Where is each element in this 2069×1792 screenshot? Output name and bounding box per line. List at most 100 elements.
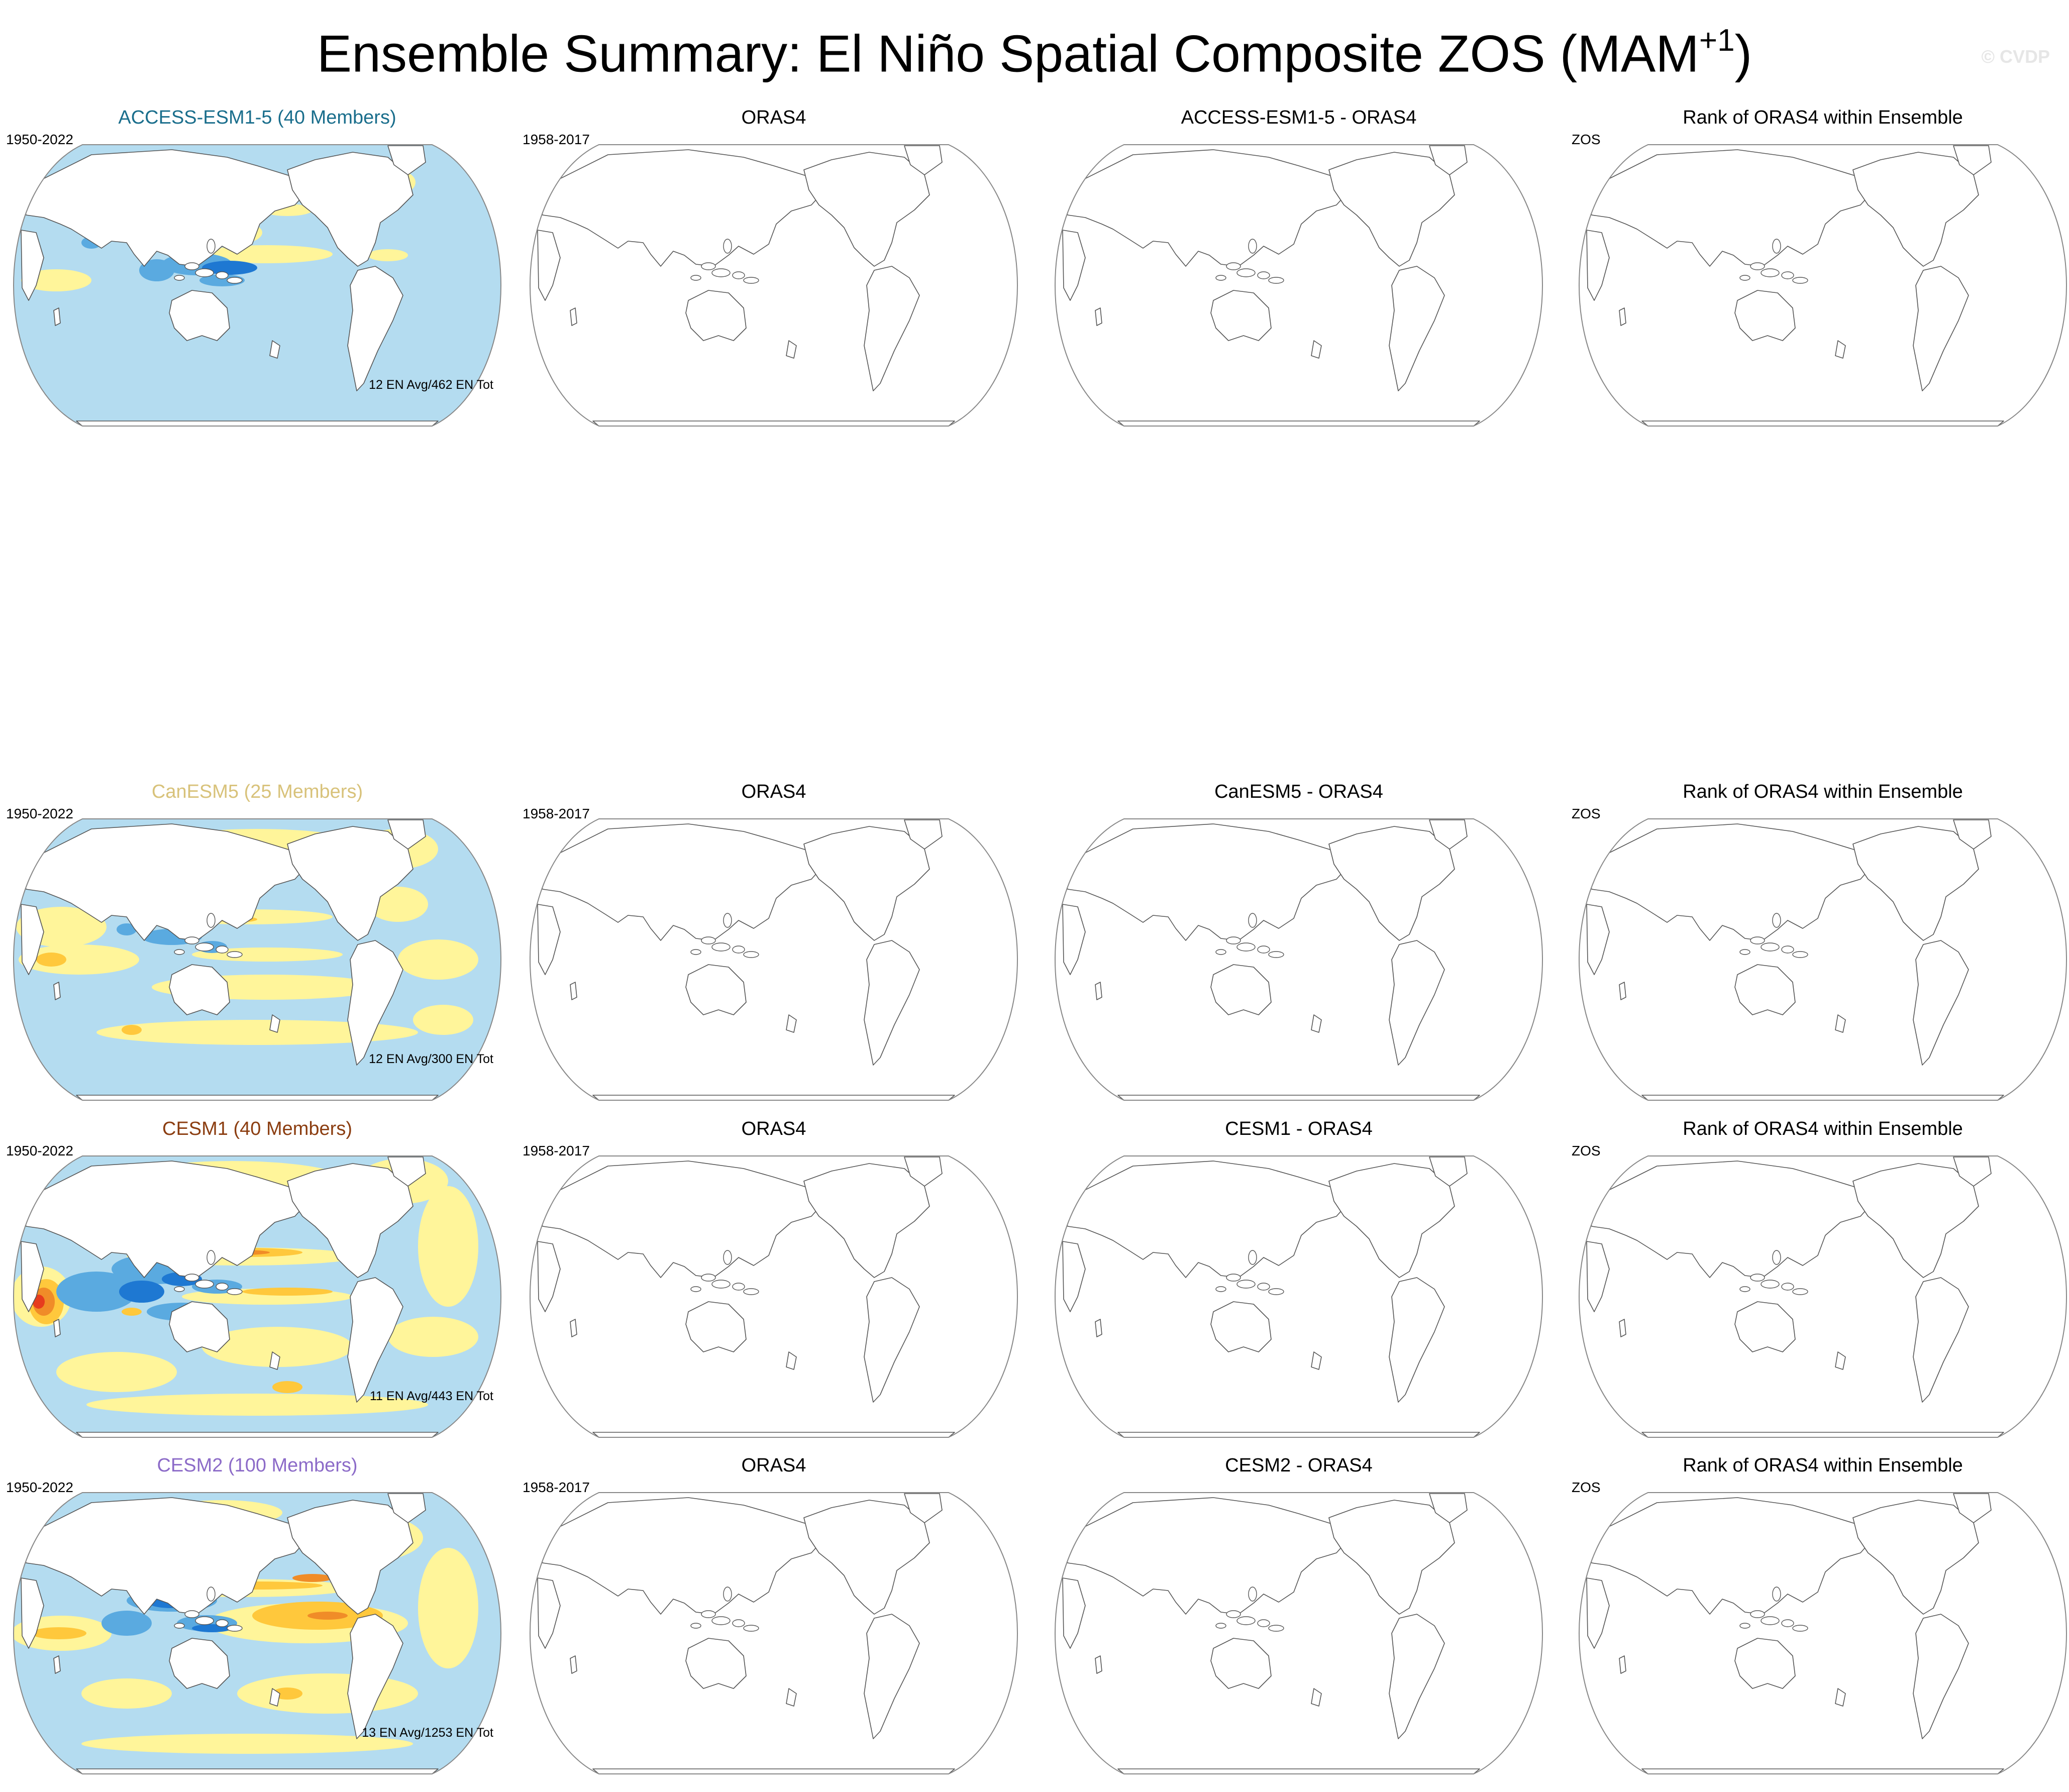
landmass-australia bbox=[1210, 1301, 1272, 1352]
island bbox=[174, 275, 185, 281]
landmass-africa bbox=[21, 1241, 44, 1312]
period-label: 1950-2022 bbox=[6, 1143, 73, 1158]
landmass-africa bbox=[1062, 230, 1086, 301]
robinson-map-model bbox=[13, 144, 502, 427]
landmass-greenland bbox=[1953, 819, 1992, 850]
landmass-madagascar bbox=[1095, 307, 1102, 326]
island bbox=[1248, 1250, 1257, 1265]
rank-panel-title: Rank of ORAS4 within Ensemble bbox=[1683, 781, 1963, 802]
landmass-greenland bbox=[904, 145, 943, 175]
anomaly-region-positive-yellow bbox=[96, 1020, 418, 1045]
rank-panel: Rank of ORAS4 within Ensemble ZOS bbox=[1572, 780, 2069, 1101]
map-border bbox=[529, 144, 1018, 427]
island bbox=[1257, 1283, 1270, 1291]
island bbox=[1236, 1280, 1256, 1289]
island bbox=[732, 271, 745, 279]
island bbox=[723, 913, 732, 928]
robinson-map-empty bbox=[1054, 1155, 1543, 1438]
variable-label: ZOS bbox=[1572, 1480, 1601, 1495]
landmass-antarctica bbox=[1641, 1768, 2004, 1774]
anomaly-region-positive-yellow bbox=[418, 1548, 478, 1668]
landmass-antarctica bbox=[1117, 420, 1480, 426]
landmass-north-america bbox=[1852, 152, 1979, 267]
landmass-australia bbox=[685, 1638, 747, 1689]
island bbox=[206, 1587, 216, 1602]
island bbox=[1792, 1288, 1808, 1295]
robinson-map-empty bbox=[529, 818, 1018, 1101]
landmass-africa bbox=[537, 904, 561, 975]
model-panel-title: ACCESS-ESM1-5 (40 Members) bbox=[118, 107, 396, 128]
landmass-north-america bbox=[1852, 1500, 1979, 1615]
landmass-greenland bbox=[1953, 1156, 1992, 1187]
landmass-new-zealand bbox=[1311, 1688, 1322, 1707]
landmass-antarctica bbox=[592, 1768, 955, 1774]
island bbox=[701, 1610, 716, 1618]
landmass-south-america bbox=[1389, 940, 1445, 1066]
island bbox=[743, 1625, 759, 1632]
island bbox=[227, 1288, 243, 1295]
landmass-new-zealand bbox=[786, 1688, 797, 1707]
rank-panel-title: Rank of ORAS4 within Ensemble bbox=[1683, 1118, 1963, 1139]
map-border bbox=[529, 1492, 1018, 1774]
landmass-antarctica bbox=[1641, 420, 2004, 426]
island bbox=[195, 1616, 214, 1625]
island bbox=[1236, 1616, 1256, 1625]
map-border bbox=[1054, 144, 1543, 427]
landmass-north-america bbox=[287, 1500, 413, 1615]
landmass-africa bbox=[537, 230, 561, 301]
island bbox=[1761, 268, 1780, 277]
anomaly-region-positive-yellow bbox=[81, 1678, 172, 1709]
anomaly-region-blue-strong bbox=[202, 261, 257, 275]
model-panel-title: CanESM5 (25 Members) bbox=[151, 781, 363, 802]
landmass-greenland bbox=[387, 1493, 426, 1523]
landmass-antarctica bbox=[1641, 1432, 2004, 1437]
island bbox=[195, 268, 214, 277]
landmass-greenland bbox=[1953, 145, 1992, 175]
landmass-south-america bbox=[864, 1614, 920, 1739]
landmass-new-zealand bbox=[786, 1351, 797, 1370]
landmass-australia bbox=[1734, 1301, 1796, 1352]
island bbox=[1761, 1616, 1780, 1625]
landmass-africa bbox=[537, 1577, 561, 1649]
landmass-madagascar bbox=[1095, 982, 1102, 1000]
anomaly-region-positive-yellow bbox=[388, 1317, 478, 1357]
landmass-south-america bbox=[347, 266, 403, 391]
landmass-australia bbox=[1734, 964, 1796, 1015]
robinson-map-empty bbox=[1578, 144, 2067, 427]
model-panel-access: ACCESS-ESM1-5 (40 Members) 1950-2022 12 … bbox=[6, 106, 508, 427]
landmass-new-zealand bbox=[1835, 1014, 1846, 1033]
landmass-africa bbox=[1586, 1241, 1610, 1312]
landmass-madagascar bbox=[53, 307, 61, 326]
island bbox=[711, 1616, 731, 1625]
anomaly-region-orange bbox=[31, 1627, 86, 1639]
robinson-map-model bbox=[13, 1155, 502, 1438]
island bbox=[174, 1623, 185, 1629]
map-border bbox=[13, 818, 502, 1101]
island bbox=[1739, 949, 1750, 955]
figure-title-superscript: +1 bbox=[1699, 23, 1735, 58]
landmass-new-zealand bbox=[1311, 1014, 1322, 1033]
variable-label: ZOS bbox=[1572, 132, 1601, 147]
island bbox=[743, 1288, 759, 1295]
landmass-antarctica bbox=[1117, 1432, 1480, 1437]
landmass-north-america bbox=[803, 1500, 930, 1615]
map-border bbox=[1054, 1155, 1543, 1438]
island bbox=[701, 262, 716, 270]
island bbox=[1761, 1280, 1780, 1289]
island bbox=[1739, 1623, 1750, 1629]
island bbox=[701, 1274, 716, 1282]
island bbox=[184, 262, 199, 270]
landmass-south-america bbox=[1389, 1614, 1445, 1739]
island bbox=[732, 1283, 745, 1291]
landmass-north-america bbox=[1328, 826, 1455, 941]
anomaly-region-blue-medium bbox=[101, 1611, 152, 1636]
obs-panel-title: ORAS4 bbox=[741, 1455, 806, 1476]
anomaly-region-orange bbox=[122, 1308, 142, 1316]
landmass-antarctica bbox=[76, 1095, 439, 1100]
landmass-madagascar bbox=[1619, 1319, 1626, 1337]
island bbox=[1750, 1274, 1765, 1282]
island bbox=[690, 949, 701, 955]
diff-panel-title: CESM2 - ORAS4 bbox=[1225, 1455, 1373, 1476]
island bbox=[1257, 945, 1270, 954]
